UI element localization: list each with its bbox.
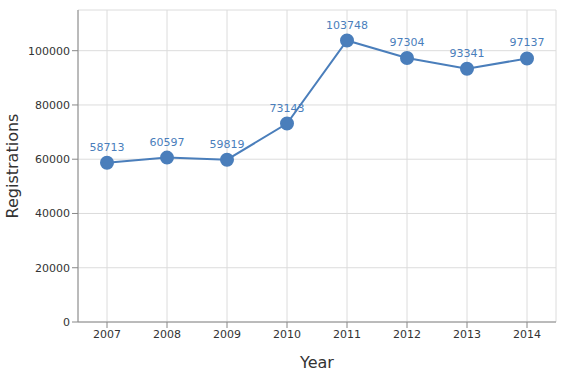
svg-text:80000: 80000 [35,99,70,112]
svg-text:2007: 2007 [93,328,121,341]
svg-text:60597: 60597 [150,136,185,149]
svg-text:Year: Year [299,353,334,372]
svg-text:20000: 20000 [35,262,70,275]
svg-text:40000: 40000 [35,207,70,220]
svg-text:59819: 59819 [210,138,245,151]
svg-text:73143: 73143 [270,102,305,115]
svg-text:100000: 100000 [28,45,70,58]
svg-text:2008: 2008 [153,328,181,341]
svg-text:97304: 97304 [390,36,425,49]
svg-text:103748: 103748 [326,19,368,32]
svg-text:2009: 2009 [213,328,241,341]
svg-text:60000: 60000 [35,153,70,166]
svg-text:93341: 93341 [450,47,485,60]
svg-text:2011: 2011 [333,328,361,341]
svg-text:58713: 58713 [90,141,125,154]
svg-text:97137: 97137 [510,36,545,49]
svg-text:2010: 2010 [273,328,301,341]
svg-text:2013: 2013 [453,328,481,341]
svg-text:Registrations: Registrations [3,114,22,219]
svg-text:2014: 2014 [513,328,541,341]
svg-text:2012: 2012 [393,328,421,341]
svg-text:0: 0 [63,316,70,329]
